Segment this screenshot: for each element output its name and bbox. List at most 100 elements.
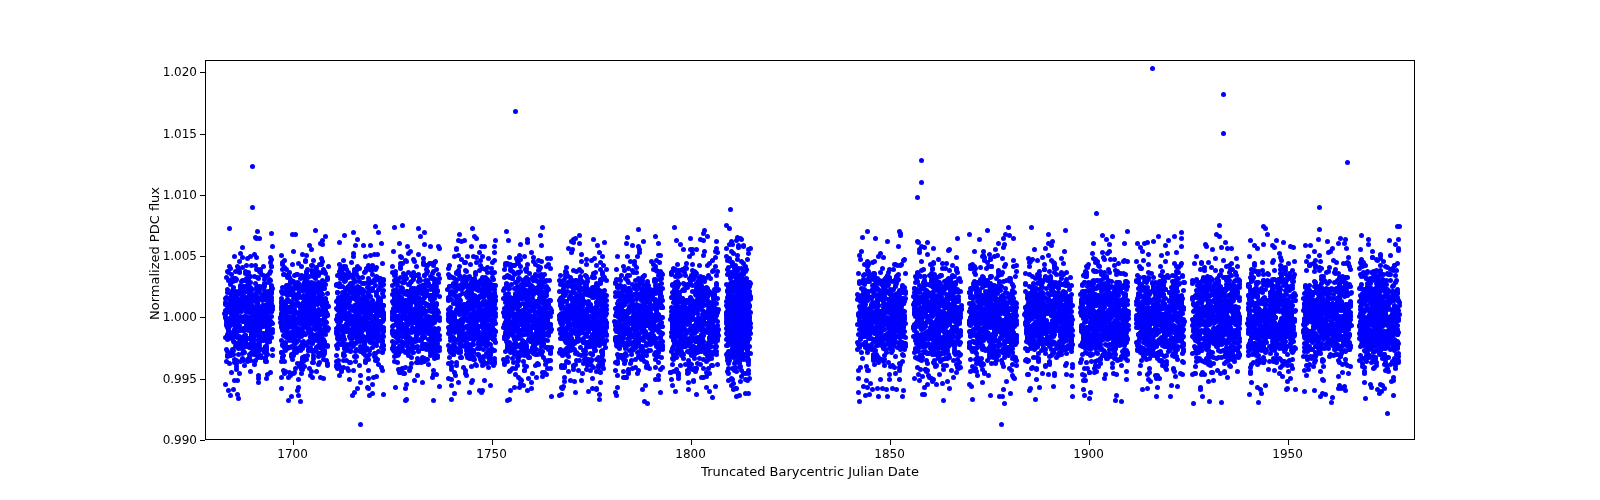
scatter-point bbox=[922, 385, 927, 390]
scatter-point bbox=[1220, 331, 1225, 336]
scatter-point bbox=[1105, 251, 1110, 256]
scatter-point bbox=[236, 396, 241, 401]
scatter-point bbox=[375, 318, 380, 323]
scatter-point bbox=[637, 337, 642, 342]
scatter-point bbox=[375, 357, 380, 362]
xtick-mark bbox=[293, 440, 294, 445]
scatter-point bbox=[716, 307, 721, 312]
scatter-point bbox=[1289, 306, 1294, 311]
scatter-point bbox=[862, 299, 867, 304]
scatter-point bbox=[1168, 394, 1173, 399]
scatter-point bbox=[636, 227, 641, 232]
scatter-point bbox=[1192, 261, 1197, 266]
xtick-mark bbox=[890, 440, 891, 445]
scatter-point bbox=[536, 284, 541, 289]
scatter-point bbox=[1027, 388, 1032, 393]
scatter-point bbox=[1214, 232, 1219, 237]
scatter-point bbox=[1332, 347, 1337, 352]
scatter-point bbox=[970, 331, 975, 336]
scatter-point bbox=[361, 243, 366, 248]
scatter-point bbox=[919, 158, 924, 163]
scatter-point bbox=[1347, 324, 1352, 329]
scatter-point bbox=[1291, 348, 1296, 353]
scatter-point bbox=[694, 392, 699, 397]
scatter-point bbox=[1261, 355, 1266, 360]
xtick-label: 1900 bbox=[1073, 447, 1104, 461]
scatter-point bbox=[604, 333, 609, 338]
scatter-point bbox=[270, 347, 275, 352]
scatter-point bbox=[380, 291, 385, 296]
scatter-point bbox=[625, 235, 630, 240]
scatter-point bbox=[898, 263, 903, 268]
scatter-point bbox=[487, 349, 492, 354]
scatter-point bbox=[602, 340, 607, 345]
scatter-point bbox=[931, 261, 936, 266]
scatter-point bbox=[537, 305, 542, 310]
scatter-point bbox=[257, 305, 262, 310]
scatter-point bbox=[988, 393, 993, 398]
scatter-point bbox=[522, 368, 527, 373]
scatter-point bbox=[1271, 258, 1276, 263]
ytick-mark bbox=[200, 440, 205, 441]
scatter-point bbox=[1088, 390, 1093, 395]
scatter-point bbox=[1089, 359, 1094, 364]
scatter-point bbox=[887, 372, 892, 377]
scatter-point bbox=[645, 363, 650, 368]
scatter-point bbox=[744, 314, 749, 319]
scatter-point bbox=[412, 378, 417, 383]
scatter-point bbox=[879, 282, 884, 287]
scatter-point bbox=[1099, 300, 1104, 305]
scatter-point bbox=[515, 293, 520, 298]
scatter-point bbox=[375, 332, 380, 337]
scatter-point bbox=[669, 377, 674, 382]
scatter-point bbox=[1119, 399, 1124, 404]
scatter-point bbox=[486, 365, 491, 370]
scatter-point bbox=[621, 369, 626, 374]
scatter-point bbox=[544, 278, 549, 283]
scatter-point bbox=[325, 291, 330, 296]
scatter-point bbox=[535, 361, 540, 366]
scatter-point bbox=[1369, 291, 1374, 296]
scatter-point bbox=[1395, 224, 1400, 229]
scatter-point bbox=[724, 319, 729, 324]
scatter-point bbox=[948, 342, 953, 347]
scatter-point bbox=[1265, 232, 1270, 237]
scatter-point bbox=[490, 260, 495, 265]
scatter-point bbox=[626, 368, 631, 373]
scatter-point bbox=[924, 320, 929, 325]
scatter-point bbox=[625, 311, 630, 316]
scatter-point bbox=[1270, 243, 1275, 248]
scatter-point bbox=[1281, 240, 1286, 245]
scatter-point bbox=[1348, 267, 1353, 272]
scatter-point bbox=[1174, 297, 1179, 302]
scatter-point bbox=[482, 378, 487, 383]
scatter-point bbox=[1281, 341, 1286, 346]
scatter-point bbox=[1173, 310, 1178, 315]
scatter-point bbox=[1225, 307, 1230, 312]
scatter-point bbox=[478, 280, 483, 285]
scatter-point bbox=[1008, 294, 1013, 299]
scatter-point bbox=[479, 390, 484, 395]
scatter-point bbox=[232, 254, 237, 259]
scatter-point bbox=[1324, 270, 1329, 275]
scatter-point bbox=[465, 254, 470, 259]
scatter-point bbox=[941, 327, 946, 332]
scatter-point bbox=[643, 307, 648, 312]
scatter-point bbox=[248, 369, 253, 374]
scatter-point bbox=[270, 244, 275, 249]
scatter-point bbox=[1391, 393, 1396, 398]
scatter-point bbox=[1393, 280, 1398, 285]
ytick-label: 1.005 bbox=[157, 249, 197, 263]
scatter-point bbox=[637, 247, 642, 252]
scatter-point bbox=[632, 292, 637, 297]
scatter-point bbox=[1318, 369, 1323, 374]
scatter-point bbox=[640, 387, 645, 392]
scatter-point bbox=[290, 232, 295, 237]
scatter-point bbox=[341, 258, 346, 263]
scatter-point bbox=[347, 360, 352, 365]
scatter-point bbox=[1388, 307, 1393, 312]
ytick-mark bbox=[200, 256, 205, 257]
scatter-point bbox=[1160, 326, 1165, 331]
scatter-point bbox=[454, 247, 459, 252]
scatter-point bbox=[408, 328, 413, 333]
